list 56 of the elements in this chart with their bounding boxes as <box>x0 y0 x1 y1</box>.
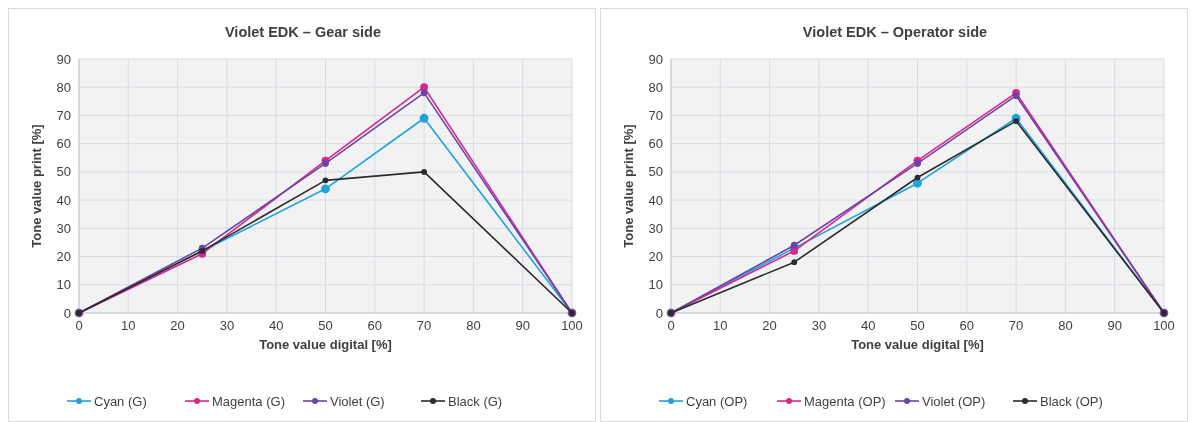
y-tick-label: 20 <box>648 249 663 265</box>
x-tick-label: 90 <box>515 318 530 333</box>
y-tick-label: 70 <box>648 107 663 123</box>
x-tick-label: 50 <box>318 318 333 333</box>
legend-label: Violet (G) <box>330 393 385 409</box>
x-tick-label: 100 <box>561 318 583 333</box>
legend-label: Magenta (OP) <box>804 393 886 409</box>
y-tick-label: 50 <box>648 164 663 180</box>
x-tick-label: 70 <box>416 318 432 333</box>
y-tick-label: 90 <box>56 51 71 67</box>
y-tick-label: 10 <box>648 277 663 293</box>
legend-label: Black (G) <box>448 393 503 409</box>
y-tick-label: 50 <box>56 164 71 180</box>
x-tick-label: 0 <box>75 318 83 333</box>
y-tick-label: 30 <box>56 220 71 236</box>
legend-label: Magenta (G) <box>212 393 285 409</box>
legend-label: Cyan (OP) <box>686 393 748 409</box>
y-tick-label: 0 <box>63 305 71 321</box>
x-tick-label: 80 <box>1058 318 1073 333</box>
x-tick-label: 80 <box>466 318 481 333</box>
x-tick-label: 20 <box>762 318 777 333</box>
x-tick-label: 30 <box>811 318 827 333</box>
y-tick-label: 40 <box>56 192 71 208</box>
y-tick-label: 30 <box>648 220 663 236</box>
x-axis-title: Tone value digital [%] <box>259 337 392 352</box>
x-tick-label: 70 <box>1008 318 1024 333</box>
y-tick-label: 20 <box>56 249 71 265</box>
x-axis-title: Tone value digital [%] <box>851 337 984 352</box>
x-tick-label: 0 <box>667 318 675 333</box>
x-tick-label: 50 <box>910 318 925 333</box>
x-tick-label: 40 <box>860 318 876 333</box>
x-tick-label: 20 <box>170 318 185 333</box>
legend-label: Cyan (G) <box>94 393 147 409</box>
y-axis-title: Tone value print [%] <box>29 124 44 248</box>
legend-label: Black (OP) <box>1040 393 1103 409</box>
x-tick-label: 10 <box>713 318 728 333</box>
legend-label: Violet (OP) <box>922 393 986 409</box>
y-tick-label: 90 <box>648 51 663 67</box>
y-axis-title: Tone value print [%] <box>621 124 636 248</box>
x-tick-label: 40 <box>268 318 284 333</box>
y-tick-label: 80 <box>56 79 71 95</box>
y-tick-label: 80 <box>648 79 663 95</box>
x-tick-label: 90 <box>1107 318 1122 333</box>
y-tick-label: 60 <box>56 136 71 152</box>
x-tick-label: 10 <box>121 318 136 333</box>
y-tick-label: 10 <box>56 277 71 293</box>
x-tick-label: 60 <box>367 318 383 333</box>
chart-title: Violet EDK – Gear side <box>224 24 382 40</box>
chart-title: Violet EDK – Operator side <box>802 24 988 40</box>
y-tick-label: 70 <box>56 107 71 123</box>
x-tick-label: 100 <box>1153 318 1175 333</box>
y-tick-label: 60 <box>648 136 663 152</box>
x-tick-label: 30 <box>219 318 235 333</box>
y-tick-label: 40 <box>648 192 663 208</box>
x-tick-label: 60 <box>959 318 975 333</box>
y-tick-label: 0 <box>655 305 663 321</box>
